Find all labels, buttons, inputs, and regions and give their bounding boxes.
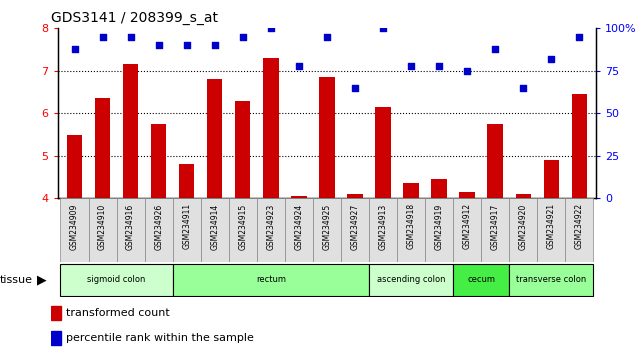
Text: GSM234909: GSM234909 bbox=[70, 203, 79, 250]
Bar bbox=[347, 194, 363, 198]
Bar bbox=[207, 79, 222, 198]
Bar bbox=[51, 306, 61, 320]
Text: GSM234916: GSM234916 bbox=[126, 203, 135, 250]
Text: GSM234924: GSM234924 bbox=[294, 203, 303, 250]
Bar bbox=[117, 198, 145, 262]
Bar bbox=[145, 198, 172, 262]
Bar bbox=[565, 198, 594, 262]
Bar bbox=[257, 198, 285, 262]
Point bbox=[126, 34, 136, 40]
Point bbox=[153, 42, 163, 48]
Bar bbox=[453, 264, 509, 296]
Bar bbox=[375, 107, 391, 198]
Bar bbox=[341, 198, 369, 262]
Point bbox=[69, 46, 79, 52]
Point bbox=[518, 85, 528, 91]
Bar bbox=[403, 183, 419, 198]
Point bbox=[406, 63, 416, 69]
Text: GSM234918: GSM234918 bbox=[406, 203, 415, 250]
Bar bbox=[453, 198, 481, 262]
Text: GSM234913: GSM234913 bbox=[378, 203, 388, 250]
Text: transformed count: transformed count bbox=[67, 308, 170, 318]
Text: ▶: ▶ bbox=[37, 273, 46, 286]
Point bbox=[294, 63, 304, 69]
Bar bbox=[285, 198, 313, 262]
Bar bbox=[460, 192, 475, 198]
Bar bbox=[397, 198, 425, 262]
Text: GSM234926: GSM234926 bbox=[154, 203, 163, 250]
Point bbox=[322, 34, 332, 40]
Bar bbox=[51, 331, 61, 344]
Point bbox=[546, 56, 556, 62]
Bar bbox=[544, 160, 559, 198]
Bar bbox=[123, 64, 138, 198]
Bar bbox=[537, 198, 565, 262]
Bar bbox=[313, 198, 341, 262]
Text: GSM234920: GSM234920 bbox=[519, 203, 528, 250]
Point bbox=[462, 68, 472, 74]
Bar bbox=[172, 198, 201, 262]
Bar bbox=[515, 194, 531, 198]
Text: ascending colon: ascending colon bbox=[377, 275, 445, 284]
Text: GSM234911: GSM234911 bbox=[182, 203, 191, 250]
Point bbox=[574, 34, 585, 40]
Bar bbox=[95, 98, 110, 198]
Text: GSM234914: GSM234914 bbox=[210, 203, 219, 250]
Text: percentile rank within the sample: percentile rank within the sample bbox=[67, 332, 254, 343]
Text: GSM234910: GSM234910 bbox=[98, 203, 107, 250]
Point bbox=[490, 46, 501, 52]
Point bbox=[210, 42, 220, 48]
Bar bbox=[229, 198, 257, 262]
Bar bbox=[172, 264, 369, 296]
Text: tissue: tissue bbox=[0, 275, 33, 285]
Text: GSM234917: GSM234917 bbox=[490, 203, 500, 250]
Bar bbox=[509, 264, 594, 296]
Bar bbox=[369, 264, 453, 296]
Text: GSM234925: GSM234925 bbox=[322, 203, 331, 250]
Bar bbox=[319, 77, 335, 198]
Bar bbox=[88, 198, 117, 262]
Bar bbox=[67, 135, 82, 198]
Bar bbox=[151, 124, 167, 198]
Bar bbox=[487, 124, 503, 198]
Bar bbox=[509, 198, 537, 262]
Text: GSM234912: GSM234912 bbox=[463, 203, 472, 250]
Bar bbox=[425, 198, 453, 262]
Text: GSM234921: GSM234921 bbox=[547, 203, 556, 250]
Bar bbox=[179, 164, 194, 198]
Point bbox=[97, 34, 108, 40]
Bar bbox=[235, 101, 251, 198]
Point bbox=[434, 63, 444, 69]
Text: GSM234923: GSM234923 bbox=[266, 203, 276, 250]
Point bbox=[181, 42, 192, 48]
Bar bbox=[60, 264, 172, 296]
Text: rectum: rectum bbox=[256, 275, 286, 284]
Text: GSM234927: GSM234927 bbox=[351, 203, 360, 250]
Point bbox=[350, 85, 360, 91]
Text: sigmoid colon: sigmoid colon bbox=[87, 275, 146, 284]
Text: GSM234919: GSM234919 bbox=[435, 203, 444, 250]
Bar bbox=[201, 198, 229, 262]
Bar bbox=[572, 94, 587, 198]
Text: cecum: cecum bbox=[467, 275, 495, 284]
Text: transverse colon: transverse colon bbox=[516, 275, 587, 284]
Text: GSM234915: GSM234915 bbox=[238, 203, 247, 250]
Point bbox=[378, 25, 388, 31]
Bar bbox=[431, 179, 447, 198]
Text: GDS3141 / 208399_s_at: GDS3141 / 208399_s_at bbox=[51, 11, 219, 25]
Point bbox=[265, 25, 276, 31]
Bar bbox=[60, 198, 88, 262]
Bar bbox=[369, 198, 397, 262]
Text: GSM234922: GSM234922 bbox=[575, 203, 584, 250]
Point bbox=[238, 34, 248, 40]
Bar bbox=[263, 58, 279, 198]
Bar bbox=[291, 196, 306, 198]
Bar bbox=[481, 198, 509, 262]
